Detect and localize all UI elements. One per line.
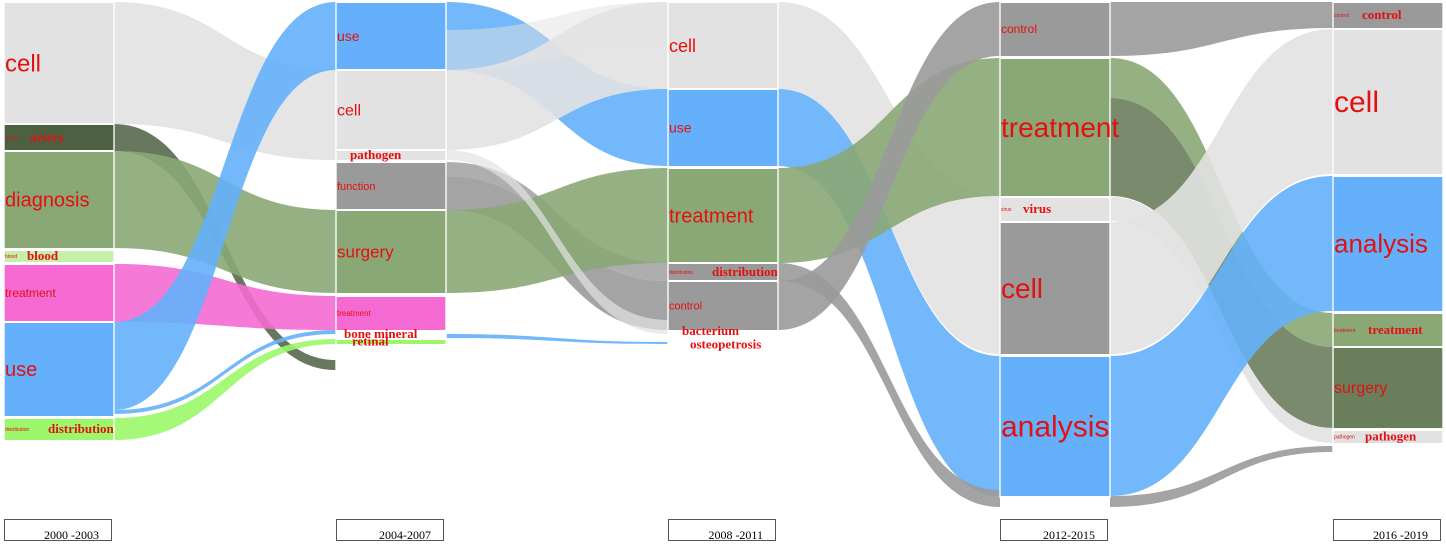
topic-label: control	[1362, 7, 1402, 22]
topic-label-small: pathogen	[1334, 435, 1355, 441]
topic-node	[4, 124, 114, 151]
flow-band	[1110, 176, 1333, 496]
topic-node	[668, 89, 778, 166]
topic-label-small: artery	[5, 136, 18, 142]
topic-label: cell	[1334, 86, 1379, 119]
flow-band	[114, 2, 336, 410]
topic-node	[4, 264, 114, 322]
topic-node	[1000, 356, 1110, 496]
topic-node	[336, 2, 446, 70]
flow-band	[778, 263, 1000, 507]
flow-band	[446, 168, 668, 293]
topic-label-small: distribution	[669, 270, 693, 276]
period-label-2016-2019: 2016 -2019	[1333, 519, 1441, 542]
flow-band	[114, 330, 336, 414]
topic-label: treatment	[669, 206, 754, 228]
flow-band	[114, 2, 336, 150]
topic-node	[1333, 347, 1443, 428]
topic-label: pathogen	[1365, 429, 1417, 444]
topic-label: virus	[1023, 201, 1051, 216]
topic-node	[336, 296, 446, 330]
topic-node	[4, 418, 114, 440]
topic-node	[336, 339, 446, 344]
flow-band	[114, 339, 336, 440]
topic-label: surgery	[1334, 380, 1387, 397]
topic-label-small: virus	[1001, 207, 1012, 213]
flow-band	[446, 150, 668, 334]
period-label-2000-2003: 2000 -2003	[4, 519, 112, 542]
topic-node	[4, 2, 114, 124]
topic-node	[336, 210, 446, 293]
column-divider-lines	[3, 1, 1444, 498]
topic-label: bacterium	[682, 323, 739, 338]
topic-node	[4, 151, 114, 248]
topic-label: treatment	[1368, 322, 1423, 337]
topic-node	[668, 2, 778, 89]
topic-label: artery	[30, 130, 65, 145]
topic-node	[336, 162, 446, 210]
period-label-2012-2015: 2012-2015	[1000, 519, 1108, 542]
topic-label: bone mineral	[344, 326, 418, 341]
topic-node	[1000, 2, 1110, 56]
topic-label: control	[669, 300, 702, 312]
topic-label: pathogen	[350, 147, 402, 162]
topic-label: distribution	[712, 264, 779, 279]
flow-band	[114, 110, 336, 160]
flow-band	[1110, 2, 1333, 56]
topic-node	[1333, 2, 1443, 28]
topic-label: use	[337, 28, 360, 44]
topic-node	[1000, 222, 1110, 354]
topic-node	[1333, 29, 1443, 174]
topic-node	[1333, 430, 1443, 443]
topic-node	[4, 250, 114, 262]
topic-node	[1000, 197, 1110, 221]
topic-label: cell	[5, 50, 41, 77]
topic-node	[336, 70, 446, 150]
flow-band	[778, 2, 1000, 330]
topic-flows	[114, 2, 1333, 507]
topic-label: retinal	[352, 334, 389, 349]
topic-node	[4, 322, 114, 416]
topic-label-small: blood	[5, 254, 17, 260]
flow-band	[446, 334, 668, 344]
topic-label: diagnosis	[5, 190, 90, 212]
topic-label: treatment	[1001, 112, 1119, 143]
topic-label: distribution	[48, 421, 115, 436]
topic-label: function	[337, 181, 376, 193]
topic-label: surgery	[337, 242, 394, 261]
topic-label: control	[1001, 22, 1037, 36]
topic-label: treatment	[5, 286, 56, 300]
topic-label-small: distribution	[5, 427, 29, 433]
topic-node	[668, 168, 778, 263]
topic-label: treatment	[337, 309, 372, 318]
topic-label-small: control	[1334, 13, 1349, 19]
topic-label: blood	[27, 248, 59, 263]
topic-label: cell	[1001, 273, 1043, 304]
topic-labels: cell artery artery diagnosis blood blood treat…	[5, 7, 1428, 444]
topic-node	[1333, 176, 1443, 311]
flow-band	[446, 2, 668, 150]
topic-label-small: treatment	[1334, 328, 1356, 334]
topic-label: cell	[669, 36, 696, 56]
flow-band	[1110, 446, 1333, 507]
topic-node	[336, 150, 446, 160]
topic-node	[1333, 313, 1443, 347]
topic-node	[1000, 58, 1110, 196]
topic-label: osteopetrosis	[690, 337, 761, 352]
topic-label: use	[669, 119, 692, 135]
topic-node	[668, 281, 778, 330]
topic-label: use	[5, 359, 37, 381]
topic-label: cell	[337, 103, 361, 120]
topic-nodes	[4, 2, 1443, 496]
flow-band	[778, 2, 1000, 222]
flow-band	[1110, 29, 1333, 354]
period-label-2004-2007: 2004-2007	[336, 519, 444, 542]
topic-node	[668, 263, 778, 281]
topic-label: analysis	[1334, 229, 1428, 259]
period-label-2008-2011: 2008 -2011	[668, 519, 776, 542]
topic-label: analysis	[1001, 411, 1109, 444]
